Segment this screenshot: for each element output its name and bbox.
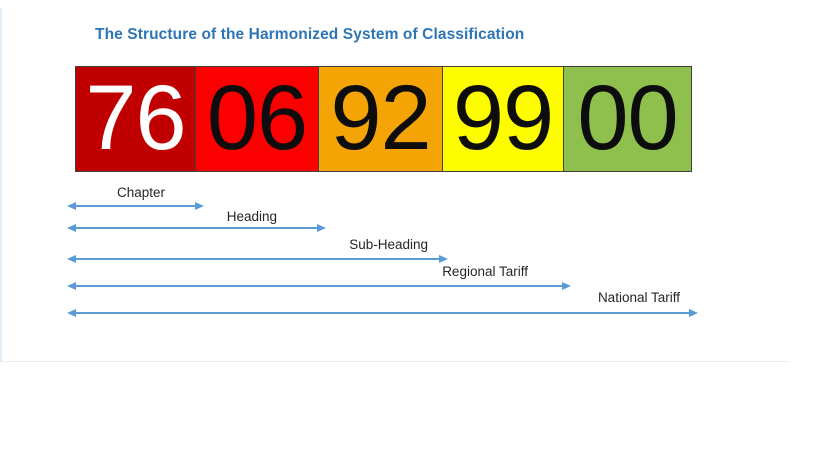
code-box-digits-92: 92 (318, 66, 443, 172)
diagram-title: The Structure of the Harmonized System o… (95, 26, 525, 43)
level-label-heading: Heading (226, 209, 277, 224)
code-box-digits-06: 06 (195, 66, 319, 172)
level-arrow-sub-heading (67, 255, 448, 263)
level-arrow-heading (67, 224, 326, 232)
code-box-digits-99: 99 (442, 66, 564, 172)
level-arrow-national-tariff (67, 309, 698, 317)
level-label-sub-heading: Sub-Heading (349, 237, 428, 252)
level-arrow-regional-tariff (67, 282, 571, 290)
code-box-digits-00: 00 (563, 66, 692, 172)
level-label-national-tariff: National Tariff (597, 290, 680, 305)
level-arrow-chapter (67, 202, 204, 210)
slide-left-edge (0, 8, 2, 362)
slide-bottom-edge (0, 361, 790, 362)
code-box-digits-76: 76 (75, 66, 196, 172)
hs-code-strip: 76 06 92 99 00 (75, 66, 692, 172)
level-label-regional-tariff: Regional Tariff (442, 264, 528, 279)
level-label-chapter: Chapter (116, 185, 165, 200)
